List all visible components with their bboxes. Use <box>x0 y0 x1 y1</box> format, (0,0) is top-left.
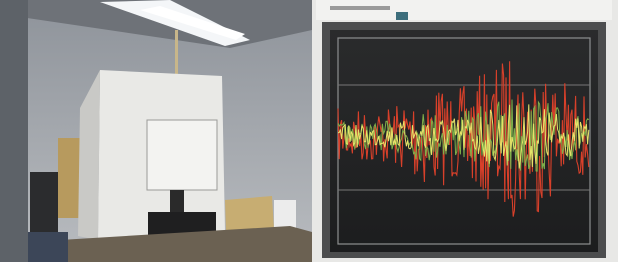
cabinet <box>30 172 58 242</box>
toolbar-button <box>396 12 408 20</box>
stand <box>170 190 184 212</box>
whiteboard <box>147 120 217 190</box>
rope <box>175 30 178 75</box>
toolbar-icons <box>330 6 390 10</box>
room-photo <box>0 0 312 262</box>
box <box>274 200 296 230</box>
monitor-photo <box>312 0 618 262</box>
page: (() => { const data = JSON.parse(documen… <box>0 0 618 262</box>
floor-object <box>28 232 68 262</box>
wall-edge <box>0 0 28 262</box>
panel <box>225 196 274 232</box>
photo-pair <box>0 0 618 262</box>
